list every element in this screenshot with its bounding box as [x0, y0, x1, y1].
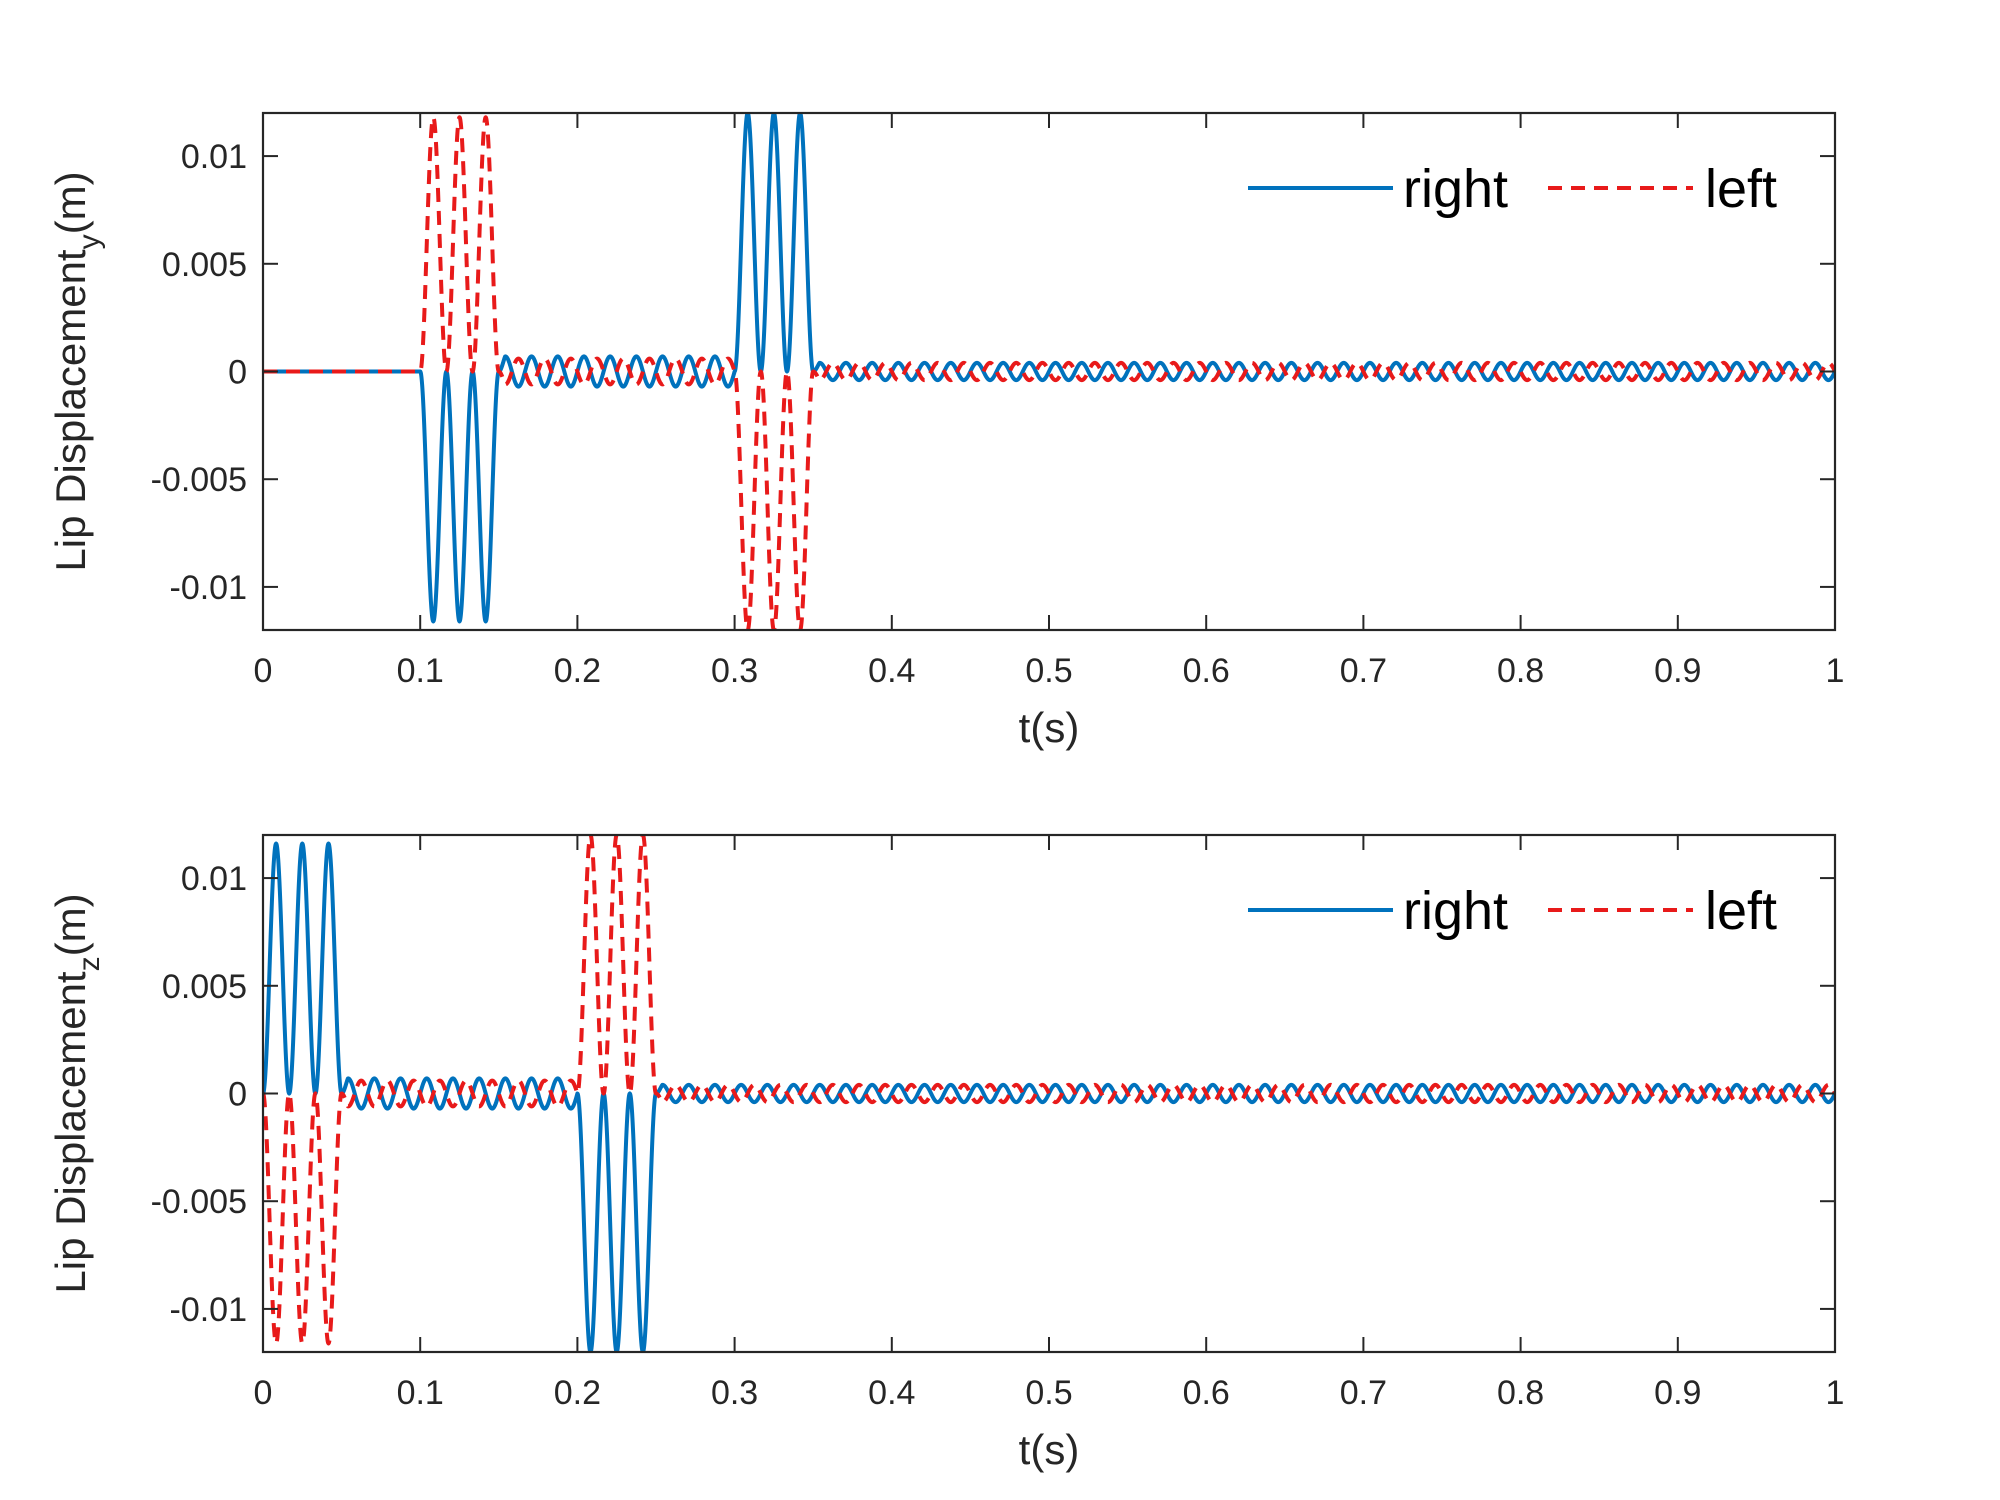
x-tick-label: 0.7 — [1340, 1374, 1387, 1412]
y-axis-label-main: Lip Displacement — [47, 971, 94, 1293]
x-tick-label: 0.6 — [1183, 1374, 1230, 1412]
x-axis-label: t(s) — [1019, 704, 1080, 751]
x-tick-label: 0.2 — [554, 652, 601, 690]
legend-label-left: left — [1705, 881, 1777, 941]
x-tick-label: 0.9 — [1654, 652, 1701, 690]
x-tick-label: 0.7 — [1340, 652, 1387, 690]
y-tick-label: -0.005 — [151, 1183, 247, 1221]
x-tick-label: 0 — [254, 652, 273, 690]
y-axis-label-unit: (m) — [47, 893, 94, 956]
y-tick-label: -0.01 — [170, 1291, 248, 1329]
x-tick-label: 0.2 — [554, 1374, 601, 1412]
x-tick-label: 0.1 — [397, 652, 444, 690]
y-axis-label-main: Lip Displacement — [47, 249, 94, 571]
x-tick-label: 1 — [1826, 1374, 1845, 1412]
y-tick-label: -0.005 — [151, 461, 247, 499]
y-tick-label: 0.01 — [181, 860, 247, 898]
x-tick-label: 0.3 — [711, 652, 758, 690]
x-tick-label: 0.8 — [1497, 1374, 1544, 1412]
x-tick-label: 0.4 — [868, 652, 915, 690]
x-axis-label: t(s) — [1019, 1426, 1080, 1473]
x-tick-label: 0 — [254, 1374, 273, 1412]
y-axis-label: Lip Displacementz(m) — [47, 893, 106, 1293]
y-axis-label: Lip Displacementy(m) — [47, 171, 106, 571]
y-axis-label-subscript: y — [73, 234, 106, 249]
legend-label-right: right — [1403, 159, 1508, 219]
subplot-1: 0 0.1 0.2 0.3 0.4 0.5 0.6 0.7 0.8 0.9 1 -0.01 -0.005… — [47, 111, 1845, 751]
y-tick-label: 0 — [228, 354, 247, 392]
x-tick-label: 0.4 — [868, 1374, 915, 1412]
x-tick-label: 0.3 — [711, 1374, 758, 1412]
x-tick-label: 1 — [1826, 652, 1845, 690]
legend: right left — [1248, 159, 1777, 219]
series-line-left — [263, 835, 1835, 1346]
x-tick-label: 0.9 — [1654, 1374, 1701, 1412]
y-tick-label: -0.01 — [170, 569, 248, 607]
plot-area — [263, 113, 1835, 630]
x-tick-label: 0.6 — [1183, 652, 1230, 690]
y-tick-label: 0.01 — [181, 138, 247, 176]
y-axis-label-unit: (m) — [47, 171, 94, 234]
subplot-2: 0 0.1 0.2 0.3 0.4 0.5 0.6 0.7 0.8 0.9 1 -0.01 -0.005… — [47, 833, 1845, 1473]
y-tick-label: 0 — [228, 1076, 247, 1114]
x-tick-label: 0.5 — [1025, 1374, 1072, 1412]
x-tick-label: 0.8 — [1497, 652, 1544, 690]
plot-area — [263, 835, 1835, 1352]
x-tick-label: 0.5 — [1025, 652, 1072, 690]
series-line-right — [263, 113, 1835, 624]
y-tick-label: 0.005 — [162, 968, 247, 1006]
legend: right left — [1248, 881, 1777, 941]
y-tick-label: 0.005 — [162, 246, 247, 284]
legend-label-left: left — [1705, 159, 1777, 219]
y-axis-label-subscript: z — [73, 956, 106, 971]
x-tick-label: 0.1 — [397, 1374, 444, 1412]
legend-label-right: right — [1403, 881, 1508, 941]
